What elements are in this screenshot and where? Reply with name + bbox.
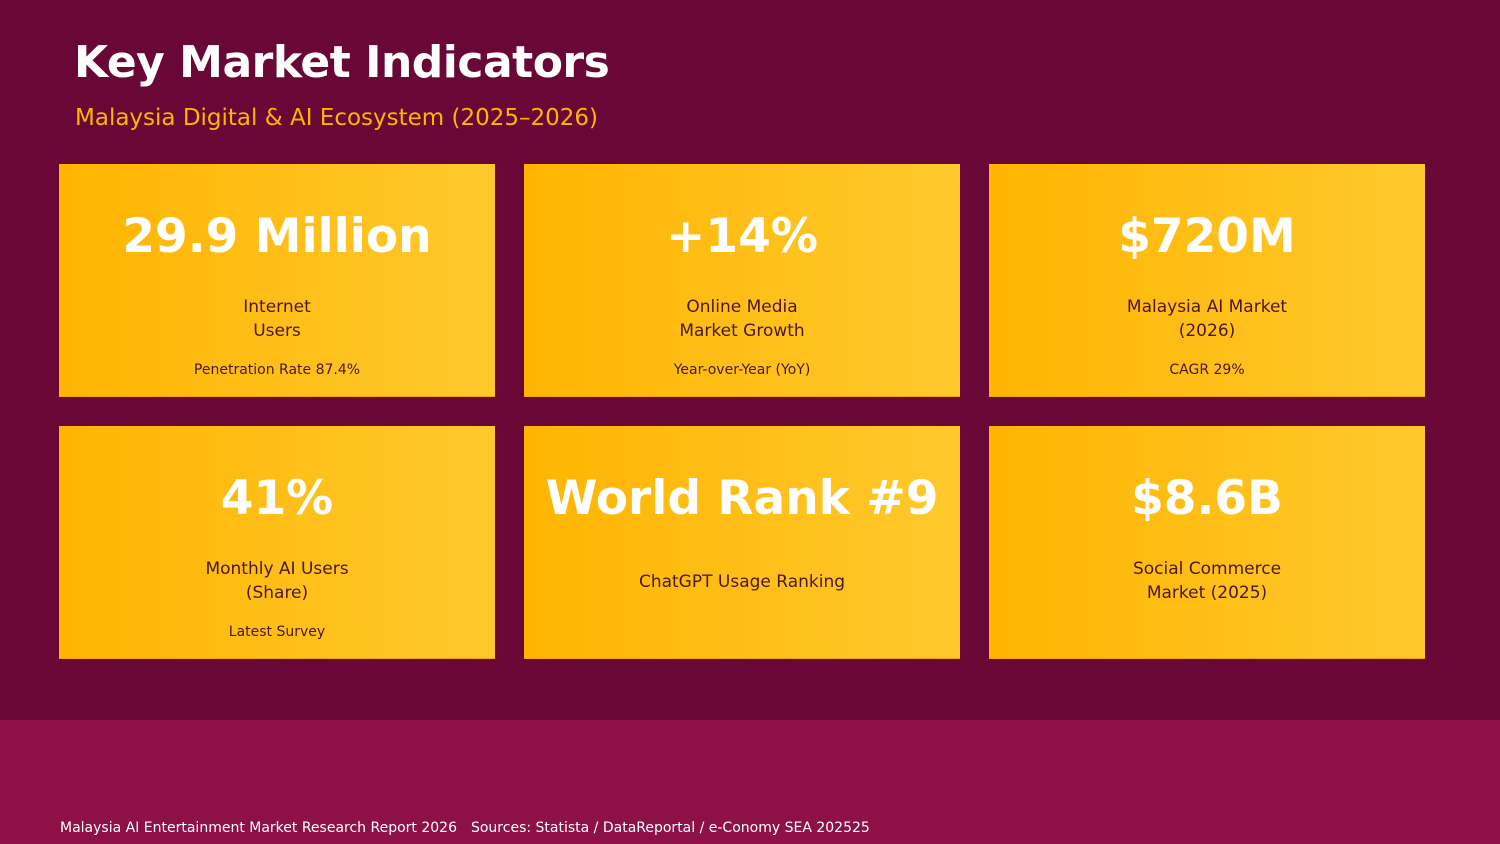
kpi-label-line: Market Growth [679, 321, 805, 341]
kpi-card-monthly-ai-users: 41% Monthly AI Users (Share) Latest Surv… [59, 426, 495, 659]
kpi-label-line: Malaysia AI Market [1126, 297, 1288, 317]
footer-sources: Sources: Statista / DataReportal / e-Con… [470, 820, 870, 836]
footer-band [0, 720, 1500, 844]
kpi-note: Penetration Rate 87.4% [193, 362, 361, 378]
kpi-label-line: Market (2025) [1146, 583, 1268, 603]
kpi-note: Latest Survey [228, 624, 326, 640]
kpi-card-online-media-growth: +14% Online Media Market Growth Year-ove… [524, 164, 960, 397]
kpi-label-line: (2026) [1178, 321, 1236, 341]
kpi-value: $720M [1118, 209, 1296, 264]
kpi-label: Internet Users [59, 295, 495, 343]
kpi-label-line: ChatGPT Usage Ranking [638, 572, 846, 592]
kpi-value: World Rank #9 [545, 471, 939, 526]
kpi-card-chatgpt-rank: World Rank #9 ChatGPT Usage Ranking [524, 426, 960, 659]
kpi-card-social-commerce: $8.6B Social Commerce Market (2025) [989, 426, 1425, 659]
kpi-value: 29.9 Million [122, 209, 432, 264]
footer-report-title: Malaysia AI Entertainment Market Researc… [60, 820, 457, 836]
page-subtitle: Malaysia Digital & AI Ecosystem (2025–20… [75, 105, 599, 131]
kpi-label: Social Commerce Market (2025) [989, 557, 1425, 605]
kpi-label-line: Internet [243, 297, 311, 317]
kpi-label: Malaysia AI Market (2026) [989, 295, 1425, 343]
kpi-value: 41% [220, 471, 334, 526]
footer-text: Malaysia AI Entertainment Market Researc… [60, 818, 870, 838]
kpi-label: Monthly AI Users (Share) [59, 557, 495, 605]
kpi-label: Online Media Market Growth [524, 295, 960, 343]
kpi-value: +14% [666, 209, 818, 264]
kpi-label: ChatGPT Usage Ranking [524, 570, 960, 594]
kpi-note: CAGR 29% [1169, 362, 1245, 378]
page-title: Key Market Indicators [74, 37, 610, 88]
kpi-label-line: Users [253, 321, 301, 341]
kpi-label-line: Social Commerce [1132, 559, 1282, 579]
kpi-label-line: Monthly AI Users [205, 559, 349, 579]
kpi-card-internet-users: 29.9 Million Internet Users Penetration … [59, 164, 495, 397]
kpi-label-line: (Share) [245, 583, 309, 603]
kpi-label-line: Online Media [686, 297, 798, 317]
kpi-card-ai-market: $720M Malaysia AI Market (2026) CAGR 29% [989, 164, 1425, 397]
kpi-note: Year-over-Year (YoY) [673, 362, 811, 378]
kpi-value: $8.6B [1131, 471, 1283, 526]
